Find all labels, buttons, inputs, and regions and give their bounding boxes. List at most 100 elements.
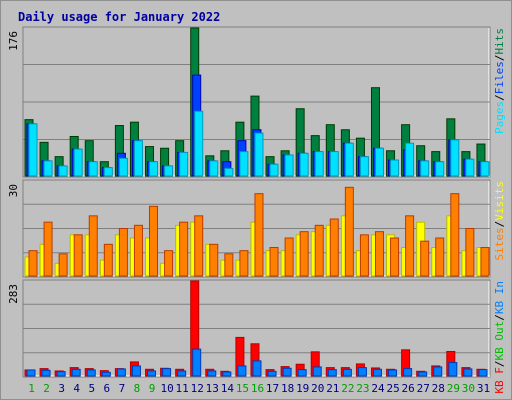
legend: KB F/KB Out/KB In: [493, 281, 506, 394]
bar: [194, 110, 204, 177]
bar: [73, 148, 83, 177]
bar: [299, 152, 309, 177]
bar: [327, 369, 337, 377]
bar: [312, 366, 322, 377]
chart-title: Daily usage for January 2022: [18, 10, 220, 24]
legend-entry: KB In: [493, 281, 506, 314]
x-tick-label: 13: [206, 382, 219, 395]
x-tick-label: 18: [281, 382, 294, 395]
bar: [237, 365, 247, 377]
bar: [329, 151, 339, 177]
bar: [420, 160, 430, 177]
bar: [299, 231, 309, 277]
bar: [133, 224, 143, 277]
bar: [342, 368, 352, 377]
bar: [359, 156, 369, 177]
legend-entry: Hits: [493, 28, 506, 55]
bar: [209, 243, 219, 277]
bar: [372, 368, 382, 377]
bar: [252, 360, 262, 377]
bar: [269, 247, 279, 277]
bar: [405, 142, 415, 177]
x-tick-label: 5: [88, 382, 95, 395]
bar: [164, 165, 174, 177]
chart-panels: 176 Pages/Files/Hits 30 Sites/Visits 283 KB F…: [7, 26, 506, 394]
bar: [41, 369, 51, 377]
bar: [239, 250, 249, 277]
bar: [149, 161, 159, 177]
legend-entry: KB F: [493, 367, 506, 394]
x-tick-label: 27: [417, 382, 430, 395]
bar: [314, 151, 324, 177]
bar: [179, 221, 189, 277]
bar: [390, 237, 400, 277]
x-tick-label: 3: [58, 382, 65, 395]
bar: [388, 369, 398, 377]
legend-entry: Visits: [493, 181, 506, 221]
x-tick-label: 7: [119, 382, 126, 395]
legend-entry: /: [493, 94, 506, 101]
x-tick-label: 14: [221, 382, 235, 395]
x-tick-label: 9: [149, 382, 156, 395]
x-tick-label: 20: [311, 382, 324, 395]
bar: [450, 193, 460, 277]
series-sites: [28, 186, 490, 277]
legend-entry: Files: [493, 61, 506, 94]
bar: [207, 370, 217, 377]
bar: [463, 368, 473, 377]
bar: [88, 161, 98, 177]
bar: [101, 371, 111, 377]
bar: [329, 218, 339, 277]
x-tick-label: 25: [386, 382, 399, 395]
bar: [88, 215, 98, 277]
y-max-label: 176: [7, 31, 20, 51]
x-tick-label: 17: [266, 382, 279, 395]
series-pages: [28, 110, 490, 177]
bar: [86, 369, 96, 377]
x-tick-label: 23: [356, 382, 369, 395]
bar: [357, 367, 367, 377]
bar: [179, 151, 189, 177]
bar: [405, 215, 415, 277]
x-axis-labels: 1 2 3 4 5 6 7 8 9 10 11 12 13 14 15 16 17 18 19 20 21 22 23 24 2…: [28, 382, 490, 395]
legend: Sites/Visits: [493, 181, 506, 261]
bar: [297, 369, 307, 377]
bar: [73, 234, 83, 277]
bar: [56, 371, 66, 377]
bar: [390, 159, 400, 177]
y-max-label: 283: [7, 284, 20, 304]
bar: [465, 228, 475, 277]
bar: [314, 224, 324, 277]
bar: [478, 369, 488, 377]
x-tick-label: 29: [447, 382, 460, 395]
x-tick-label: 1: [28, 382, 35, 395]
x-tick-label: 19: [296, 382, 309, 395]
legend-entry: /: [493, 55, 506, 62]
bar: [103, 243, 113, 277]
bar: [435, 237, 445, 277]
bar: [103, 167, 113, 177]
x-tick-label: 10: [160, 382, 173, 395]
bar: [435, 161, 445, 177]
bar: [116, 368, 126, 377]
bar: [147, 370, 157, 377]
bar: [133, 140, 143, 177]
bar: [118, 228, 128, 277]
x-tick-label: 4: [73, 382, 80, 395]
bar: [71, 368, 81, 377]
bar: [131, 365, 141, 377]
bar: [465, 158, 475, 177]
bar: [254, 132, 264, 177]
series-kb-in: [26, 348, 488, 377]
x-tick-label: 12: [191, 382, 204, 395]
bar: [58, 165, 68, 177]
legend-entry: /: [493, 361, 506, 368]
bar: [149, 205, 159, 277]
bar: [269, 163, 279, 177]
bar: [284, 154, 294, 177]
x-tick-label: 15: [236, 382, 249, 395]
y-max-label: 30: [7, 184, 20, 197]
legend: Pages/Files/Hits: [493, 28, 506, 134]
